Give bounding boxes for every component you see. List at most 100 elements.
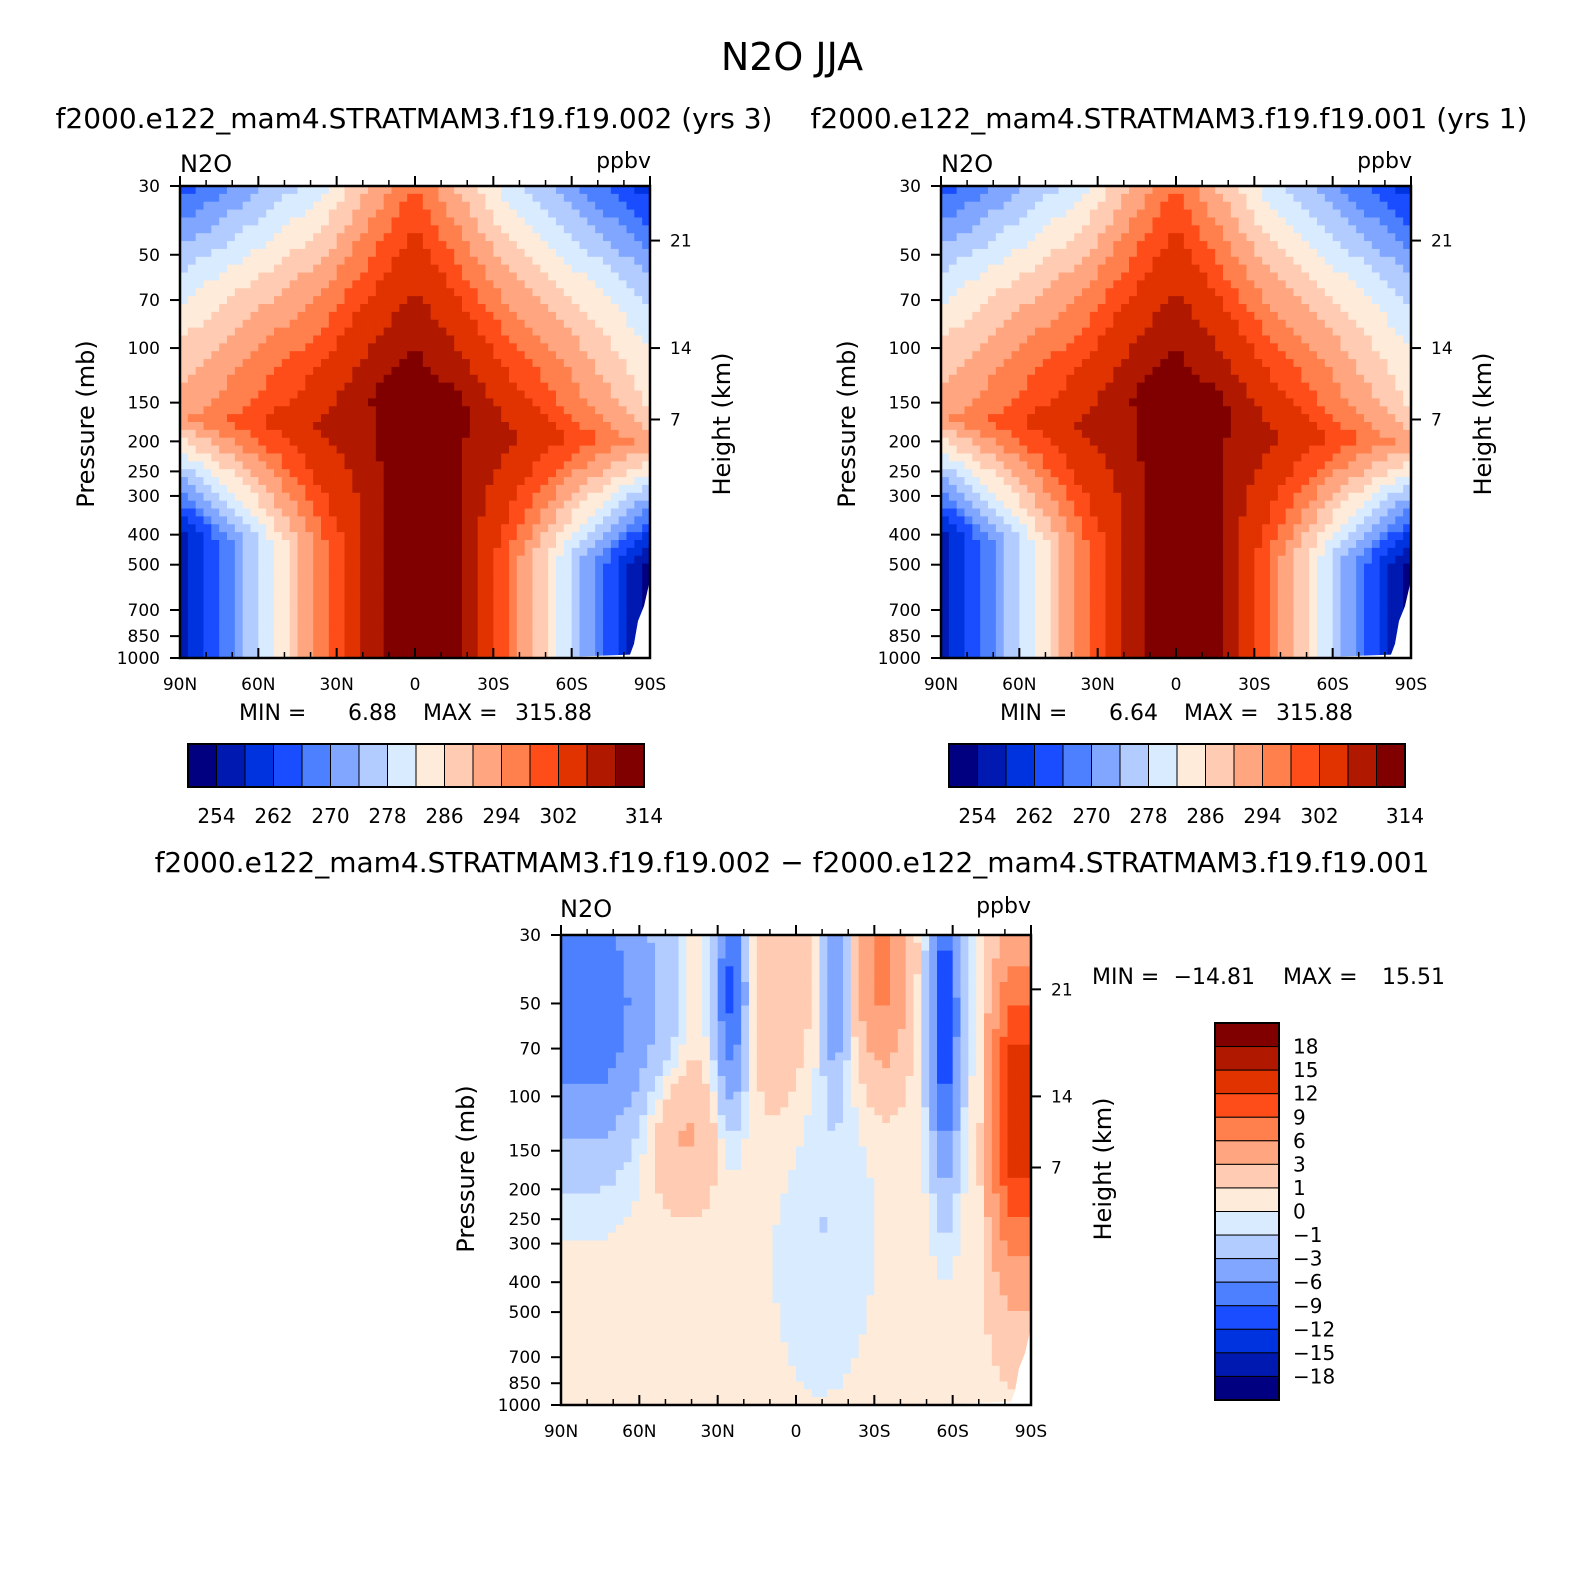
panel1-cell [556, 595, 565, 604]
panel2-cell [988, 288, 997, 297]
panel1-cell [477, 453, 487, 462]
panel1-cell [603, 626, 612, 635]
panel2-cell [1168, 335, 1177, 344]
panel2-cell [964, 288, 973, 297]
panel1-cell [203, 571, 212, 580]
panel1-cell [587, 327, 596, 337]
panel1-cell [352, 642, 361, 651]
panel1-cell [603, 634, 612, 643]
panel2-cell [1207, 201, 1216, 211]
panel1-cell [438, 327, 447, 337]
panel1-cell [446, 382, 455, 392]
panel2-cell [1113, 193, 1122, 203]
panel2-cell [1324, 209, 1334, 219]
panel1-cell [509, 406, 518, 415]
panel1-cell [469, 610, 479, 620]
panel1-cell [563, 374, 573, 384]
panel1-cell [234, 626, 244, 635]
panel1-cell [626, 319, 635, 329]
panel2-cell [1293, 201, 1302, 211]
panel2-cell [1050, 311, 1060, 321]
panel1-cell [587, 233, 596, 242]
panel1-cell [548, 319, 557, 329]
panel1-cell [344, 555, 353, 565]
panel1-cell [203, 390, 212, 399]
panel2-cell [1042, 296, 1052, 305]
panel2-cell [1317, 272, 1326, 281]
panel2-cell [1262, 272, 1271, 281]
panel1-cell [321, 256, 330, 266]
panel1-cell [626, 343, 635, 352]
panel1-cell [289, 406, 299, 415]
panel1-cell [211, 540, 220, 549]
panel2-cell [1364, 241, 1373, 250]
panel1-cell [634, 366, 643, 376]
panel1-cell [360, 422, 369, 431]
panel1-cell [180, 374, 189, 384]
panel1-cell [336, 618, 346, 628]
panel1-cell [524, 484, 534, 494]
panel2-cell [1089, 186, 1099, 195]
panel1-cell [258, 209, 267, 219]
panel1-cell [634, 469, 643, 478]
panel1-cell [399, 217, 408, 226]
panel2-cell [1191, 335, 1201, 344]
panel1-cell [203, 445, 212, 455]
panel1-cell [250, 272, 259, 281]
panel1-cell [281, 563, 291, 573]
panel1-cell [375, 500, 385, 510]
panel1-cell [438, 492, 447, 502]
panel1-cell [485, 532, 494, 541]
panel2-cell [1207, 296, 1216, 305]
panel1-cell [274, 351, 283, 360]
panel1-cell [344, 484, 353, 494]
panel1-cell [258, 233, 267, 242]
panel1-cell [375, 193, 385, 203]
panel1-cell [234, 500, 244, 510]
panel1-cell [344, 217, 353, 226]
panel1-cell [187, 579, 197, 588]
panel1-cell [281, 304, 291, 313]
panel1-cell [524, 500, 534, 510]
panel1-cell [195, 319, 205, 329]
panel1-cell [289, 327, 299, 337]
panel1-cell [430, 327, 440, 337]
panel1-cell [446, 469, 455, 478]
panel1-cell [195, 374, 205, 384]
panel1-cell [516, 571, 526, 580]
panel2-cell [1011, 248, 1020, 258]
panel2-cell [956, 327, 966, 337]
panel1-cell [180, 532, 189, 541]
panel1-cell [454, 201, 463, 211]
panel1-cell [563, 461, 573, 470]
panel1-cell [227, 500, 236, 510]
panel1-cell [368, 602, 377, 612]
panel1-cell [336, 311, 346, 321]
panel1-cell [430, 602, 440, 612]
panel2-cell [1230, 193, 1240, 203]
panel2-cell [1215, 288, 1224, 297]
panel1-cell [556, 217, 565, 226]
panel1-cell [328, 618, 338, 628]
panel1-cell [422, 650, 432, 659]
panel1-cell [548, 248, 557, 258]
panel2-cell [1317, 256, 1326, 266]
panel1-cell [352, 390, 361, 399]
panel1-cell [430, 359, 440, 368]
panel1-cell [336, 650, 346, 659]
panel1-cell [524, 241, 534, 250]
panel1-cell [446, 351, 455, 360]
panel1-cell [227, 225, 236, 234]
panel1-cell [524, 437, 534, 447]
panel1-cell [603, 602, 612, 612]
panel1-cell [610, 461, 620, 470]
panel2-cell [1207, 272, 1216, 281]
panel2-cell [1348, 248, 1357, 258]
panel2-cell [1191, 343, 1201, 352]
panel1-cell [438, 311, 447, 321]
panel1-cell [509, 327, 518, 337]
panel1-cell [501, 461, 510, 470]
panel1-cell [626, 437, 635, 447]
panel1-cell [360, 327, 369, 337]
panel1-cell [469, 508, 479, 517]
